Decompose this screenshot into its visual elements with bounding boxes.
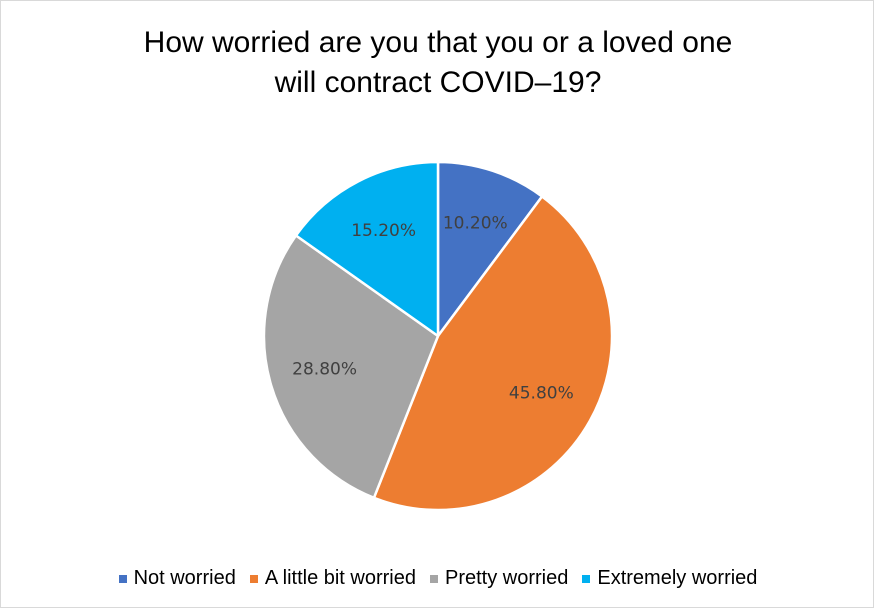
chart-title-line-2: will contract COVID–19? bbox=[274, 66, 602, 99]
legend-label-a-little-bit-worried: A little bit worried bbox=[264, 567, 416, 589]
legend-label-pretty-worried: Pretty worried bbox=[445, 567, 569, 589]
pie-slice-a-little-bit-worried bbox=[372, 195, 614, 512]
legend-swatch-not-worried bbox=[118, 574, 127, 583]
legend-item-not-worried: Not worried bbox=[118, 567, 236, 590]
data-label-not-worried: 10.20% bbox=[443, 214, 508, 234]
data-label-extremely-worried: 15.20% bbox=[351, 221, 416, 241]
pie-slice-pretty-worried bbox=[262, 234, 440, 500]
pie-slice-not-worried bbox=[436, 160, 544, 338]
data-label-pretty-worried: 28.80% bbox=[292, 360, 357, 380]
chart-title-line-1: How worried are you that you or a loved … bbox=[143, 26, 733, 59]
legend-item-pretty-worried: Pretty worried bbox=[430, 567, 568, 590]
legend-item-a-little-bit-worried: A little bit worried bbox=[249, 567, 416, 590]
pie-slice-extremely-worried bbox=[294, 160, 440, 338]
legend-swatch-a-little-bit-worried bbox=[249, 574, 258, 583]
legend-label-not-worried: Not worried bbox=[133, 567, 236, 589]
legend-item-extremely-worried: Extremely worried bbox=[582, 567, 757, 590]
legend-swatch-extremely-worried bbox=[582, 574, 591, 583]
legend-swatch-pretty-worried bbox=[430, 574, 438, 583]
data-label-a-little-bit-worried: 45.80% bbox=[509, 384, 574, 404]
legend: Not worried A little bit worried Pretty … bbox=[1, 567, 874, 590]
legend-label-extremely-worried: Extremely worried bbox=[597, 567, 758, 589]
chart-title: How worried are you that you or a loved … bbox=[1, 23, 874, 103]
